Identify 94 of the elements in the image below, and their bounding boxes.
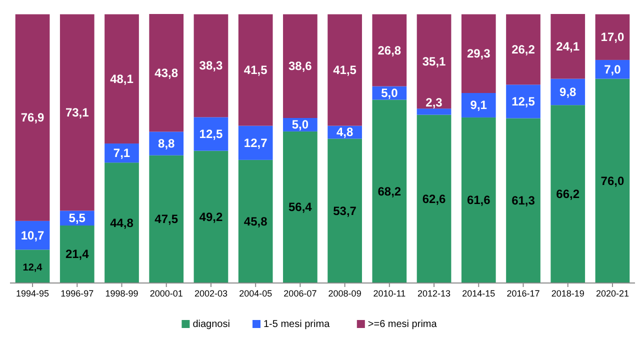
data-label: 26,8	[378, 43, 402, 58]
bar	[372, 100, 407, 283]
data-label: 5,5	[68, 211, 86, 226]
bar	[372, 14, 407, 86]
data-label: 12,4	[22, 262, 43, 274]
bar	[60, 14, 94, 211]
data-label: 12,5	[199, 126, 223, 141]
data-label: 9,8	[560, 84, 577, 99]
x-tick-label: 1996-97	[60, 288, 94, 298]
x-tick-label: 2008-09	[328, 288, 362, 298]
data-label: 38,3	[199, 58, 223, 73]
x-tick-label: 2016-17	[506, 288, 540, 298]
data-label: 48,1	[110, 72, 134, 86]
data-label: 73,1	[65, 105, 90, 120]
bar	[595, 14, 630, 60]
bar	[104, 14, 139, 144]
bar	[238, 160, 273, 283]
bar	[506, 118, 540, 283]
data-label: 53,7	[333, 204, 357, 218]
x-tick-label: 1994-95	[16, 288, 50, 298]
bar	[15, 14, 50, 221]
bar	[550, 14, 586, 79]
data-label: 5,0	[292, 118, 309, 132]
data-label: 29,3	[466, 46, 491, 61]
bar	[238, 126, 273, 160]
x-tick-label: 2012-13	[418, 288, 451, 298]
bar	[506, 14, 540, 85]
bar	[149, 132, 184, 156]
bar	[238, 14, 273, 126]
bar	[194, 117, 228, 151]
bar	[15, 250, 50, 283]
bar	[149, 155, 184, 283]
data-label: 38,6	[288, 59, 312, 74]
bar	[416, 14, 452, 109]
bar	[283, 131, 318, 283]
bar	[194, 150, 228, 283]
data-label: 43,8	[154, 66, 178, 80]
data-label: 12,7	[244, 136, 268, 150]
x-tick-label: 2020-21	[596, 288, 629, 298]
bar	[328, 14, 362, 126]
data-label: 7,0	[604, 62, 622, 76]
data-label: 12,5	[512, 94, 536, 108]
data-label: 62,6	[422, 192, 446, 206]
bar	[194, 14, 228, 118]
bar	[104, 162, 139, 283]
data-label: 5,0	[381, 86, 398, 100]
data-label: 45,8	[244, 214, 268, 228]
x-tick-label: 2010-11	[373, 288, 406, 298]
data-label: 24,1	[556, 39, 580, 54]
data-label: 76,0	[600, 174, 624, 188]
data-label: 56,4	[288, 200, 312, 214]
x-tick-label: 2018-19	[551, 288, 584, 298]
data-label: 35,1	[422, 54, 446, 68]
bar	[149, 14, 184, 132]
data-label: 49,2	[199, 210, 223, 224]
x-tick-label: 1998-99	[105, 288, 138, 298]
data-label: 26,2	[512, 42, 536, 56]
data-label: 10,7	[20, 228, 45, 242]
bar	[283, 14, 318, 118]
data-label: 17,0	[600, 30, 624, 44]
data-label: 2,3	[426, 96, 443, 110]
data-label: 9,1	[470, 98, 488, 112]
bar	[416, 108, 452, 115]
bar	[104, 144, 139, 163]
data-label: 61,3	[512, 194, 536, 208]
x-tick-label: 2014-15	[462, 288, 496, 298]
x-tick-label: 2000-01	[150, 288, 183, 298]
bar	[60, 225, 94, 283]
legend-label: 1-5 mesi prima	[264, 319, 330, 330]
data-label: 8,8	[158, 136, 176, 151]
data-label: 76,9	[20, 110, 45, 125]
data-label: 41,5	[244, 63, 268, 78]
bar	[506, 84, 540, 118]
bar	[461, 117, 496, 283]
data-label: 44,8	[110, 216, 134, 230]
bar	[550, 105, 586, 283]
data-label: 4,8	[336, 125, 354, 140]
data-label: 61,6	[466, 193, 491, 208]
bar	[595, 78, 630, 283]
data-label: 21,4	[65, 247, 90, 262]
data-label: 7,1	[113, 146, 130, 160]
bar	[328, 138, 362, 283]
data-label: 66,2	[556, 187, 580, 202]
x-tick-label: 2002-03	[194, 288, 228, 298]
data-label: 47,5	[154, 212, 178, 226]
x-tick-label: 2006-07	[284, 288, 317, 298]
legend-label: diagnosi	[192, 319, 230, 330]
bar	[461, 14, 496, 94]
data-label: 41,5	[333, 63, 357, 78]
legend-label: >=6 mesi prima	[368, 319, 438, 330]
data-label: 68,2	[378, 184, 402, 198]
x-tick-label: 2004-05	[239, 288, 272, 298]
bar	[416, 114, 452, 283]
bar	[461, 93, 496, 118]
